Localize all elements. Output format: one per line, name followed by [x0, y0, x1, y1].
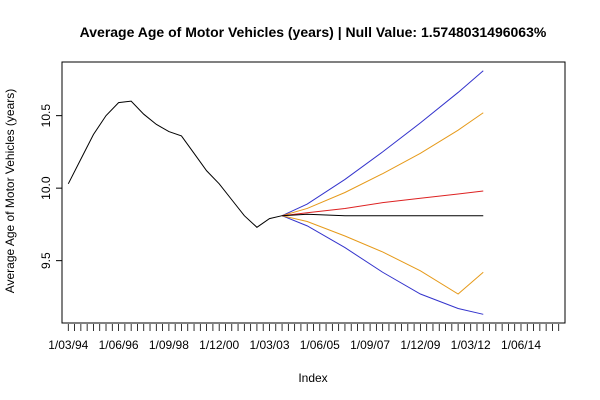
- chart-title: Average Age of Motor Vehicles (years) | …: [80, 24, 547, 40]
- x-axis-label: Index: [298, 371, 327, 385]
- series-line-forecast: [282, 213, 484, 217]
- series-line-band-80-upper: [281, 112, 484, 217]
- y-axis-label: Average Age of Motor Vehicles (years): [3, 89, 17, 294]
- x-tick-label: 1/03/12: [451, 338, 491, 352]
- y-tick-label: 9.5: [39, 252, 53, 269]
- y-tick-label: 10.5: [39, 104, 53, 128]
- plot-frame: [61, 61, 566, 324]
- x-minor-ticks: [67, 324, 560, 331]
- series-line-band-95-upper: [281, 70, 484, 217]
- x-tick-label: 1/12/00: [199, 338, 239, 352]
- series-line-forecast-upper: [282, 190, 484, 217]
- x-tick-label: 1/06/96: [99, 338, 139, 352]
- x-tick-label: 1/03/03: [249, 338, 289, 352]
- x-tick-label: 1/06/05: [300, 338, 340, 352]
- series-line-band-80-lower: [281, 215, 484, 295]
- series-line-band-95-lower: [281, 215, 484, 315]
- x-tick-label: 1/12/09: [400, 338, 440, 352]
- y-tick-label: 10.0: [39, 176, 53, 200]
- x-tick-label: 1/03/94: [48, 338, 88, 352]
- x-tick-label: 1/06/14: [501, 338, 541, 352]
- x-tick-label: 1/09/07: [350, 338, 390, 352]
- x-tick-label: 1/09/98: [149, 338, 189, 352]
- series-line-observed: [67, 100, 283, 228]
- plot-area: 9.5 10.0 10.5 1/03/94 1/06/96 1/09/98 1/12/00 1…: [39, 61, 566, 352]
